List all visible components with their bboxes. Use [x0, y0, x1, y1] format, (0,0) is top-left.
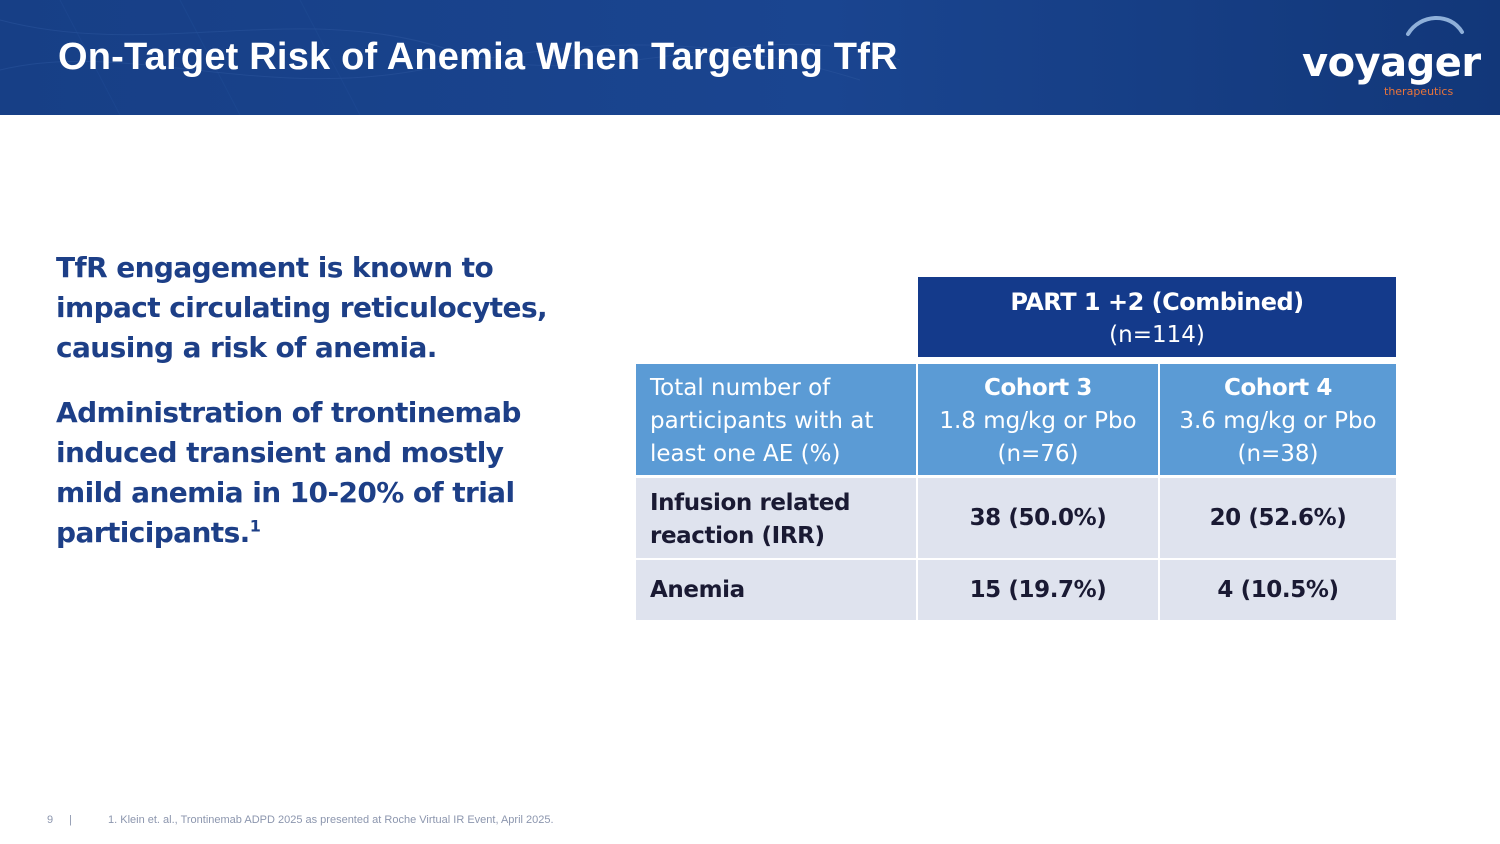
row-label-irr: Infusion related reaction (IRR): [636, 478, 916, 558]
logo-wordmark: voyager: [1302, 40, 1481, 86]
column-header-cohort-3: Cohort 3 1.8 mg/kg or Pbo (n=76): [918, 364, 1158, 475]
irr-cohort-3-value: 38 (50.0%): [918, 478, 1158, 558]
page-number: 9: [47, 814, 54, 826]
header-banner: On-Target Risk of Anemia When Targeting …: [0, 0, 1500, 115]
cohort-4-name: Cohort 4: [1223, 375, 1332, 401]
footnote: 1. Klein et. al., Trontinemab ADPD 2025 …: [108, 814, 554, 826]
header-texture: [0, 0, 901, 115]
summary-paragraph-2: Administration of trontinemab induced tr…: [56, 393, 576, 553]
summary-paragraph-1: TfR engagement is known to impact circul…: [56, 251, 548, 364]
group-header-title: PART 1 +2 (Combined): [1010, 288, 1304, 316]
column-header-cohort-4: Cohort 4 3.6 mg/kg or Pbo (n=38): [1160, 364, 1396, 475]
row-header-label: Total number of participants with at lea…: [636, 364, 916, 475]
cohort-3-name: Cohort 3: [983, 375, 1092, 401]
anemia-cohort-3-value: 15 (19.7%): [918, 560, 1158, 620]
summary-text: TfR engagement is known to impact circul…: [56, 248, 576, 553]
irr-cohort-4-value: 20 (52.6%): [1160, 478, 1396, 558]
page-separator: |: [69, 814, 72, 826]
logo-subtitle: therapeutics: [1384, 85, 1454, 98]
cohort-3-dose: 1.8 mg/kg or Pbo: [939, 408, 1137, 434]
group-header-n: (n=114): [1109, 322, 1205, 348]
logo-arc: [1406, 16, 1464, 36]
cohort-3-n: (n=76): [997, 441, 1079, 467]
cohort-4-n: (n=38): [1237, 441, 1319, 467]
summary-paragraph-2-text: Administration of trontinemab induced tr…: [56, 396, 521, 549]
anemia-cohort-4-value: 4 (10.5%): [1160, 560, 1396, 620]
voyager-logo: voyager therapeutics: [1290, 12, 1481, 107]
row-label-anemia: Anemia: [636, 560, 916, 620]
page-title: On-Target Risk of Anemia When Targeting …: [58, 36, 898, 78]
table-group-header: PART 1 +2 (Combined) (n=114): [918, 277, 1396, 357]
footnote-marker: 1: [249, 516, 261, 536]
adverse-events-table: PART 1 +2 (Combined) (n=114) Total numbe…: [636, 277, 1396, 620]
cohort-4-dose: 3.6 mg/kg or Pbo: [1179, 408, 1377, 434]
